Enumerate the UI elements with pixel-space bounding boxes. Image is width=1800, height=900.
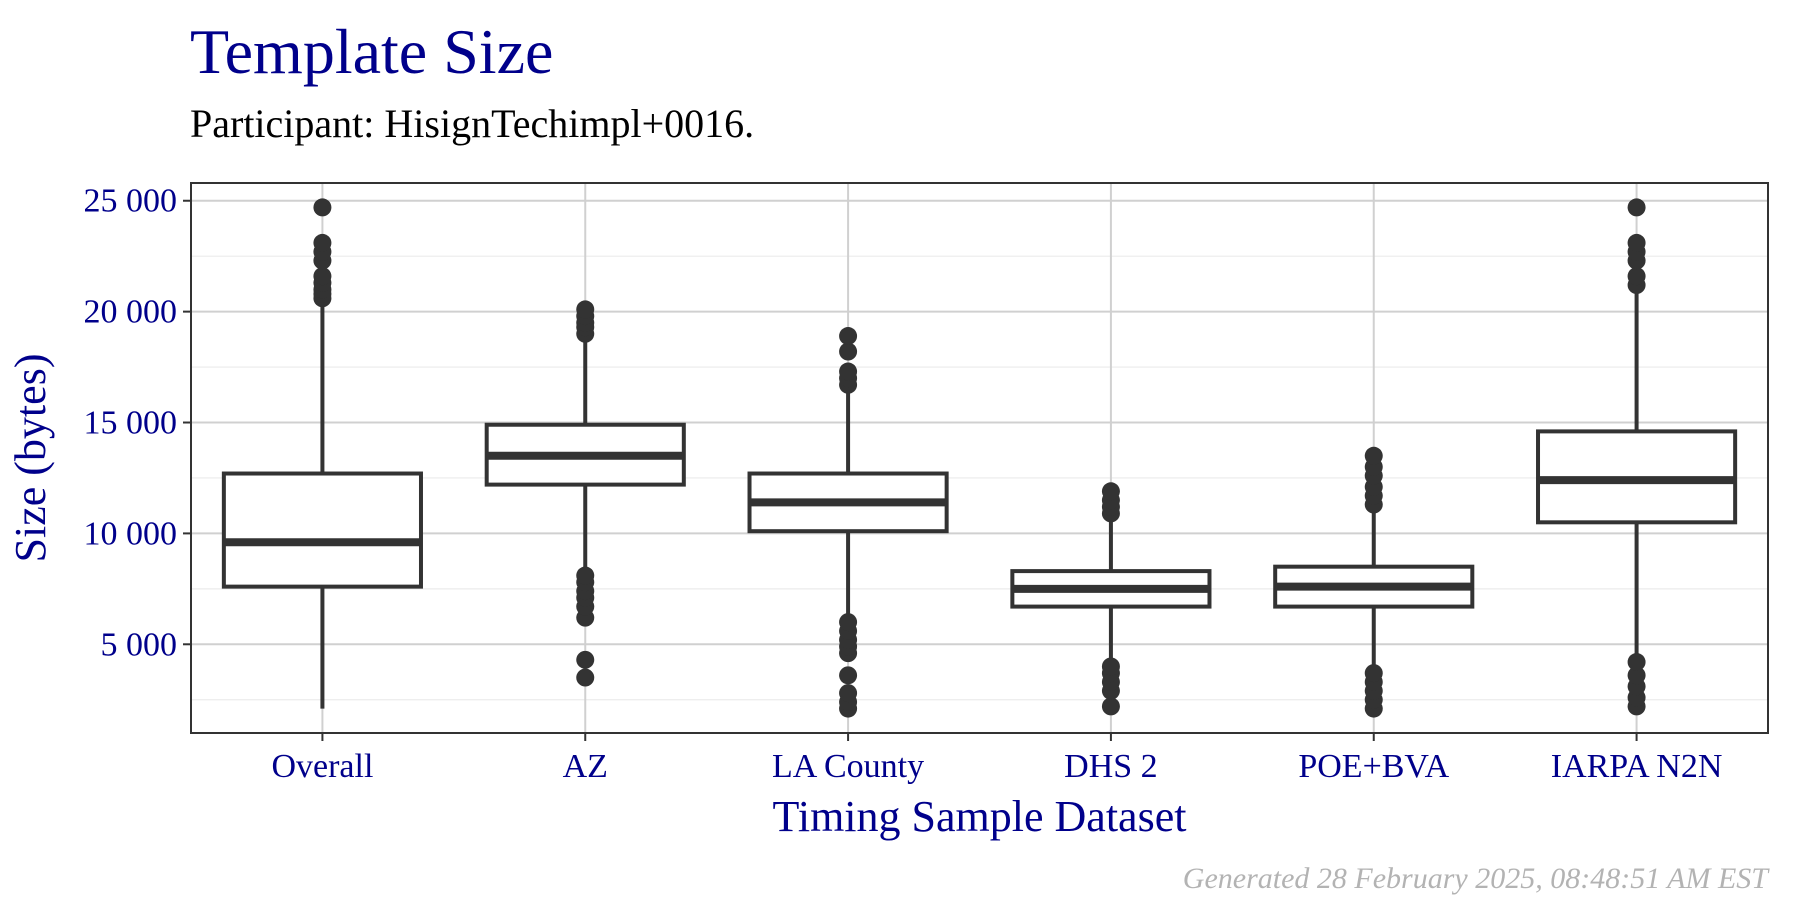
box-iarpa-n2n [1536,198,1738,716]
y-tick-label: 10 000 [84,515,178,552]
chart-subtitle: Participant: HisignTechimpl+0016. [190,101,755,146]
x-axis: Overall AZ LA County DHS 2 POE+BVA IARPA N2N [271,733,1722,785]
y-tick-label: 25 000 [84,183,178,220]
outlier-point [1101,657,1120,676]
outlier-point [1101,697,1120,716]
y-tick-label: 15 000 [84,405,178,442]
box-series [221,198,1738,718]
box-overall [221,198,423,709]
x-tick-label: LA County [772,748,924,785]
outlier-point [576,668,595,687]
outlier-point [839,362,858,381]
x-axis-title: Timing Sample Dataset [773,792,1187,841]
outlier-point [839,613,858,632]
y-tick-label: 20 000 [84,294,178,331]
box-la-county [747,327,949,718]
outlier-point [839,666,858,685]
outlier-point [313,267,332,286]
y-axis: 5 000 10 000 15 000 20 000 25 000 [84,183,191,663]
box-dhs-2 [1010,482,1212,716]
outlier-point [839,327,858,346]
outlier-point [1364,446,1383,465]
x-tick-label: DHS 2 [1064,748,1158,785]
outlier-point [1627,653,1646,672]
panel-border [190,182,1769,734]
box-poe-bva [1273,446,1475,718]
outlier-point [839,342,858,361]
chart-title: Template Size [190,16,554,87]
outlier-point [313,233,332,252]
outlier-point [1627,233,1646,252]
outlier-point [1627,666,1646,685]
grid-lines [191,183,1768,733]
x-tick-label: POE+BVA [1298,748,1449,785]
outlier-point [839,684,858,703]
y-tick-label: 5 000 [101,626,178,663]
box-az [484,300,686,687]
x-tick-label: AZ [563,748,608,785]
outlier-point [313,198,332,217]
x-tick-label: IARPA N2N [1551,748,1723,785]
outlier-point [576,566,595,585]
outlier-point [576,300,595,319]
y-axis-title: Size (bytes) [6,354,55,563]
outlier-point [1364,664,1383,683]
x-tick-label: Overall [271,748,373,785]
outlier-point [1101,482,1120,501]
outlier-point [1627,198,1646,217]
outlier-point [576,650,595,669]
outlier-point [1627,267,1646,286]
box-body [221,471,423,589]
generated-timestamp: Generated 28 February 2025, 08:48:51 AM … [1182,862,1768,895]
